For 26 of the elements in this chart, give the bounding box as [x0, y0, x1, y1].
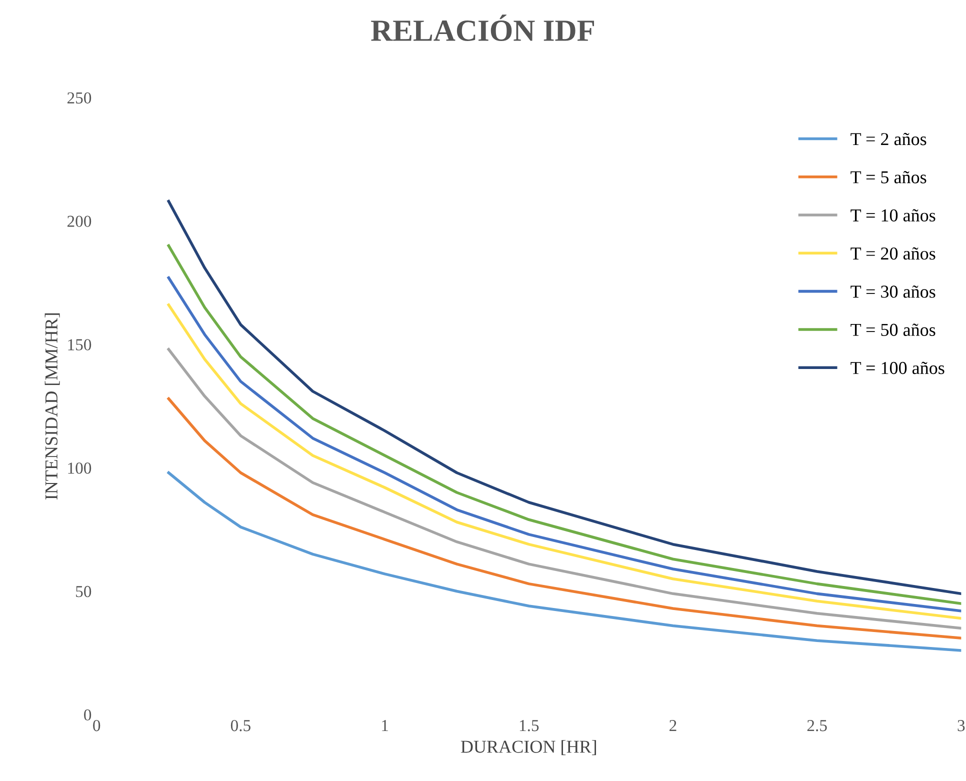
legend-label: T = 100 años	[850, 362, 944, 374]
legend-label: T = 5 años	[850, 171, 926, 184]
y-tick-label: 150	[68, 339, 92, 350]
legend-label: T = 10 años	[850, 209, 936, 222]
y-tick-label: 100	[68, 462, 92, 474]
y-tick-label: 200	[67, 216, 92, 227]
legend-label: T = 50 años	[850, 324, 936, 336]
line-series	[167, 348, 962, 630]
y-tick-label: 50	[76, 586, 92, 598]
x-tick-label: 0.5	[230, 720, 250, 732]
legend-label: T = 20 años	[850, 247, 936, 260]
y-tick-label: 0	[84, 709, 92, 721]
chart-title: RELACIÓN IDF	[371, 14, 594, 42]
y-tick-label: 250	[67, 92, 92, 104]
x-tick-label: 2.5	[807, 720, 827, 732]
legend-label: T = 30 años	[850, 285, 936, 298]
x-tick-label: 0	[93, 720, 100, 732]
x-tick-label: 1.5	[520, 720, 539, 732]
x-tick-label: 1	[382, 720, 388, 732]
y-axis-title: INTENSIDAD [MM/HR]	[44, 313, 60, 500]
legend-label: T = 2 años	[850, 132, 926, 146]
line-series	[167, 471, 962, 652]
x-tick-label: 2	[670, 720, 676, 732]
x-tick-label: 3	[958, 720, 965, 732]
x-axis-title: DURACION [HR]	[460, 740, 596, 756]
line-series	[167, 397, 962, 640]
